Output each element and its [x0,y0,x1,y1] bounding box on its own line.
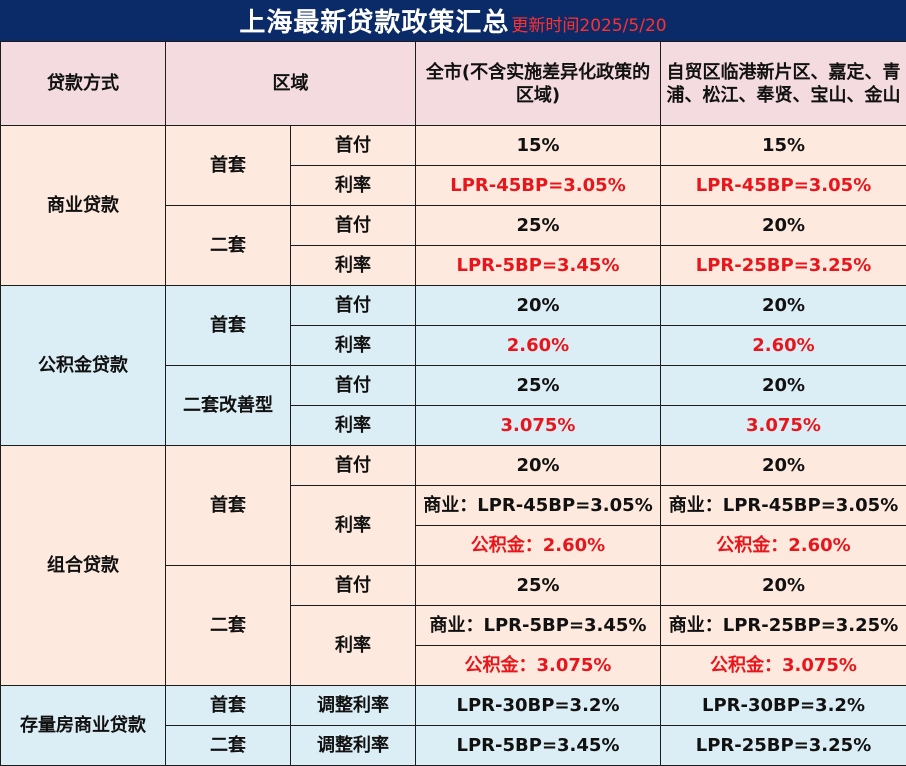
existing-second-home-label: 二套 [165,725,291,766]
table-row: 公积金：2.60% 公积金：2.60% [1,525,906,566]
table-row: 二套 调整利率 LPR-5BP=3.45% LPR-25BP=3.25% [1,725,906,766]
provident-first-down-city: 20% [415,285,661,326]
provident-first-home-label: 首套 [165,285,291,366]
rate-label: 利率 [290,325,416,366]
combo-second-commercial-zone: 商业：LPR-25BP=3.25% [660,605,906,646]
commercial-first-rate-city: LPR-45BP=3.05% [415,165,661,206]
category-provident: 公积金贷款 [0,285,166,446]
rate-label: 利率 [290,245,416,286]
commercial-second-down-zone: 20% [660,205,906,246]
table-row: 商业贷款 首套 首付 15% 15% [0,125,906,286]
combo-first-commercial-zone: 商业：LPR-45BP=3.05% [660,485,906,526]
combo-first-provident-zone: 公积金：2.60% [660,525,906,566]
table-row: 利率 LPR-5BP=3.45% LPR-25BP=3.25% [1,245,906,286]
table-row: 存量房商业贷款 首套 调整利率 LPR-30BP=3.2% LPR-30BP=3… [0,685,906,766]
table-row: 利率 2.60% 2.60% [1,325,906,366]
title-bar: 上海最新贷款政策汇总 更新时间2025/5/20 [0,0,906,41]
header-city-wide: 全市(不含实施差异化政策的区域) [415,41,661,126]
commercial-first-down-city: 15% [415,125,661,166]
adjusted-rate-label: 调整利率 [290,685,416,726]
loan-policy-table: 贷款方式 区域 全市(不含实施差异化政策的区域) 自贸区临港新片区、嘉定、青浦、… [0,41,906,766]
provident-second-rate-city: 3.075% [415,405,661,446]
table-header-row: 贷款方式 区域 全市(不含实施差异化政策的区域) 自贸区临港新片区、嘉定、青浦、… [0,41,906,126]
rate-label: 利率 [290,605,416,686]
table-row: 组合贷款 首套 首付 20% 20% [0,445,906,686]
provident-second-down-city: 25% [415,365,661,406]
existing-first-home-label: 首套 [165,685,291,726]
existing-first-rate-zone: LPR-30BP=3.2% [660,685,906,726]
table-row: 二套改善型 首付 25% 20% [1,365,906,446]
combo-second-down-zone: 20% [660,565,906,606]
table-row: 利率 商业：LPR-5BP=3.45% 商业：LPR-25BP=3.25% [1,605,906,686]
provident-first-rate-city: 2.60% [415,325,661,366]
table-row: 二套 首付 25% 20% [1,565,906,686]
existing-first-rate-city: LPR-30BP=3.2% [415,685,661,726]
commercial-second-home-label: 二套 [165,205,291,286]
category-commercial: 商业贷款 [0,125,166,286]
commercial-second-rate-city: LPR-5BP=3.45% [415,245,661,286]
table-row: 公积金贷款 首套 首付 20% 20% [0,285,906,446]
provident-second-rate-zone: 3.075% [660,405,906,446]
commercial-first-down-zone: 15% [660,125,906,166]
table-row: 利率 3.075% 3.075% [1,405,906,446]
commercial-first-home-label: 首套 [165,125,291,206]
combo-first-commercial-city: 商业：LPR-45BP=3.05% [415,485,661,526]
header-region: 区域 [165,41,416,126]
commercial-second-down-city: 25% [415,205,661,246]
rate-label: 利率 [290,165,416,206]
provident-second-down-zone: 20% [660,365,906,406]
down-payment-label: 首付 [290,125,416,166]
table-row: 利率 商业：LPR-45BP=3.05% 商业：LPR-45BP=3.05% [1,485,906,566]
adjusted-rate-label: 调整利率 [290,725,416,766]
existing-second-rate-city: LPR-5BP=3.45% [415,725,661,766]
combo-first-down-zone: 20% [660,445,906,486]
table-row: 公积金：3.075% 公积金：3.075% [1,645,906,686]
down-payment-label: 首付 [290,445,416,486]
provident-first-down-zone: 20% [660,285,906,326]
down-payment-label: 首付 [290,205,416,246]
down-payment-label: 首付 [290,365,416,406]
combo-second-provident-zone: 公积金：3.075% [660,645,906,686]
combo-second-down-city: 25% [415,565,661,606]
combo-second-home-label: 二套 [165,565,291,686]
combo-second-commercial-city: 商业：LPR-5BP=3.45% [415,605,661,646]
commercial-first-rate-zone: LPR-45BP=3.05% [660,165,906,206]
combo-first-provident-city: 公积金：2.60% [415,525,661,566]
category-combo: 组合贷款 [0,445,166,686]
provident-second-upgrade-label: 二套改善型 [165,365,291,446]
header-loan-type: 贷款方式 [0,41,166,126]
table-row: 二套 首付 25% 20% [1,205,906,286]
rate-label: 利率 [290,485,416,566]
commercial-second-rate-zone: LPR-25BP=3.25% [660,245,906,286]
category-existing: 存量房商业贷款 [0,685,166,766]
provident-first-rate-zone: 2.60% [660,325,906,366]
table-row: 利率 LPR-45BP=3.05% LPR-45BP=3.05% [1,165,906,206]
header-special-zones: 自贸区临港新片区、嘉定、青浦、松江、奉贤、宝山、金山 [660,41,906,126]
combo-first-down-city: 20% [415,445,661,486]
down-payment-label: 首付 [290,565,416,606]
combo-first-home-label: 首套 [165,445,291,566]
combo-second-provident-city: 公积金：3.075% [415,645,661,686]
down-payment-label: 首付 [290,285,416,326]
rate-label: 利率 [290,405,416,446]
existing-second-rate-zone: LPR-25BP=3.25% [660,725,906,766]
page-title: 上海最新贷款政策汇总 [239,8,510,38]
update-date: 更新时间2025/5/20 [511,16,667,36]
